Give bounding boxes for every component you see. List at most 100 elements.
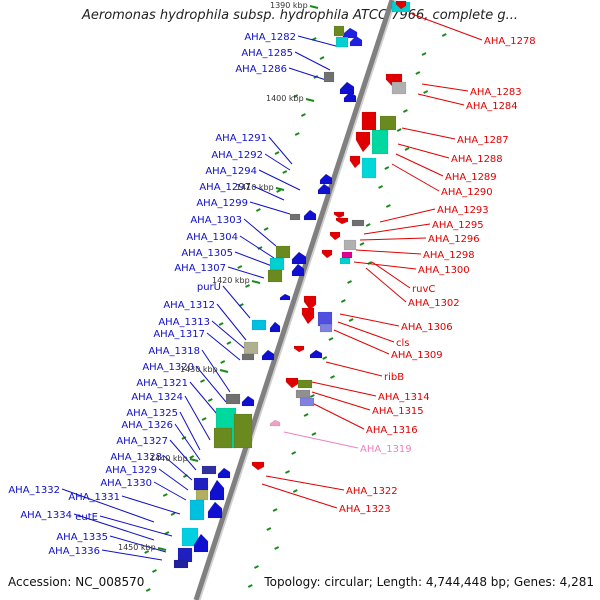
gene-feature[interactable]	[209, 479, 225, 501]
gene-feature[interactable]	[213, 427, 233, 449]
gene-feature[interactable]	[371, 129, 389, 155]
gene-feature[interactable]	[341, 251, 353, 259]
gene-label-ruvC[interactable]: ruvC	[412, 284, 435, 295]
gene-feature[interactable]	[343, 239, 357, 251]
gene-feature[interactable]	[379, 115, 397, 131]
gene-feature[interactable]	[279, 293, 291, 301]
gene-feature[interactable]	[173, 559, 189, 569]
gene-feature[interactable]	[193, 477, 209, 491]
gene-label-AHA_1329[interactable]: AHA_1329	[105, 465, 157, 476]
gene-label-AHA_1289[interactable]: AHA_1289	[445, 172, 497, 183]
gene-feature[interactable]	[349, 155, 361, 169]
gene-label-AHA_1331[interactable]: AHA_1331	[68, 492, 120, 503]
gene-label-AHA_1298[interactable]: AHA_1298	[423, 250, 475, 261]
gene-label-AHA_1306[interactable]: AHA_1306	[401, 322, 453, 333]
gene-feature[interactable]	[297, 379, 313, 389]
gene-feature[interactable]	[293, 345, 305, 353]
gene-label-AHA_1315[interactable]: AHA_1315	[372, 406, 424, 417]
gene-label-AHA_1307[interactable]: AHA_1307	[174, 263, 226, 274]
gene-feature[interactable]	[217, 467, 231, 479]
gene-label-eutE[interactable]: eutE	[75, 512, 98, 523]
gene-label-AHA_1327[interactable]: AHA_1327	[116, 436, 168, 447]
gene-label-AHA_1286[interactable]: AHA_1286	[235, 64, 287, 75]
gene-feature[interactable]	[291, 263, 305, 277]
gene-feature[interactable]	[333, 25, 345, 37]
gene-label-AHA_1282[interactable]: AHA_1282	[244, 32, 296, 43]
gene-feature[interactable]	[361, 111, 377, 131]
gene-feature[interactable]	[301, 307, 315, 325]
gene-feature[interactable]	[267, 269, 283, 283]
gene-feature[interactable]	[201, 465, 217, 475]
gene-label-AHA_1320[interactable]: AHA_1320	[142, 362, 194, 373]
gene-label-AHA_1336[interactable]: AHA_1336	[48, 546, 100, 557]
gene-feature[interactable]	[342, 27, 358, 39]
gene-label-AHA_1312[interactable]: AHA_1312	[163, 300, 215, 311]
gene-feature[interactable]	[207, 501, 223, 519]
gene-feature[interactable]	[319, 173, 333, 185]
gene-feature[interactable]	[361, 157, 377, 179]
gene-label-AHA_1305[interactable]: AHA_1305	[181, 248, 233, 259]
gene-feature[interactable]	[261, 349, 275, 361]
gene-feature[interactable]	[251, 461, 265, 471]
gene-label-cls[interactable]: cls	[396, 338, 410, 349]
gene-feature[interactable]	[309, 349, 323, 359]
gene-label-AHA_1290[interactable]: AHA_1290	[441, 187, 493, 198]
gene-label-AHA_1325[interactable]: AHA_1325	[126, 408, 178, 419]
gene-label-AHA_1322[interactable]: AHA_1322	[346, 486, 398, 497]
gene-label-AHA_1287[interactable]: AHA_1287	[457, 135, 509, 146]
gene-feature[interactable]	[321, 249, 333, 259]
gene-feature[interactable]	[349, 35, 363, 47]
gene-feature[interactable]	[177, 547, 193, 563]
gene-label-AHA_1291[interactable]: AHA_1291	[215, 133, 267, 144]
gene-label-AHA_1313[interactable]: AHA_1313	[158, 317, 210, 328]
gene-label-purU[interactable]: purU	[197, 282, 221, 293]
gene-feature[interactable]	[303, 295, 317, 311]
gene-feature[interactable]	[351, 219, 365, 227]
gene-feature[interactable]	[335, 36, 349, 48]
gene-label-AHA_1317[interactable]: AHA_1317	[153, 329, 205, 340]
gene-label-AHA_1285[interactable]: AHA_1285	[241, 48, 293, 59]
gene-feature[interactable]	[195, 489, 209, 501]
gene-label-AHA_1314[interactable]: AHA_1314	[378, 392, 430, 403]
gene-label-AHA_1299[interactable]: AHA_1299	[196, 198, 248, 209]
gene-feature[interactable]	[339, 257, 351, 265]
gene-label-AHA_1302[interactable]: AHA_1302	[408, 298, 460, 309]
gene-feature[interactable]	[299, 397, 315, 407]
gene-feature[interactable]	[339, 81, 355, 95]
gene-feature[interactable]	[395, 0, 407, 10]
gene-label-AHA_1303[interactable]: AHA_1303	[190, 215, 242, 226]
gene-feature[interactable]	[319, 323, 333, 333]
gene-label-AHA_1295[interactable]: AHA_1295	[432, 220, 484, 231]
gene-feature[interactable]	[343, 91, 357, 103]
gene-label-AHA_1288[interactable]: AHA_1288	[451, 154, 503, 165]
gene-label-AHA_1335[interactable]: AHA_1335	[56, 532, 108, 543]
gene-feature[interactable]	[289, 213, 301, 221]
gene-feature[interactable]	[303, 209, 317, 221]
gene-label-AHA_1278[interactable]: AHA_1278	[484, 36, 536, 47]
gene-label-AHA_1283[interactable]: AHA_1283	[470, 87, 522, 98]
gene-feature[interactable]	[189, 499, 205, 521]
gene-feature[interactable]	[355, 131, 371, 153]
gene-feature[interactable]	[275, 245, 291, 259]
gene-label-AHA_1332[interactable]: AHA_1332	[8, 485, 60, 496]
gene-label-AHA_1324[interactable]: AHA_1324	[131, 392, 183, 403]
gene-label-AHA_1300[interactable]: AHA_1300	[418, 265, 470, 276]
gene-label-AHA_1294[interactable]: AHA_1294	[205, 166, 257, 177]
gene-label-AHA_1319[interactable]: AHA_1319	[360, 444, 412, 455]
gene-label-AHA_1296[interactable]: AHA_1296	[428, 234, 480, 245]
gene-label-AHA_1334[interactable]: AHA_1334	[20, 510, 72, 521]
gene-feature[interactable]	[335, 217, 349, 225]
gene-label-AHA_1323[interactable]: AHA_1323	[339, 504, 391, 515]
gene-label-ribB[interactable]: ribB	[384, 372, 404, 383]
gene-feature[interactable]	[193, 533, 209, 553]
gene-label-AHA_1284[interactable]: AHA_1284	[466, 101, 518, 112]
gene-feature[interactable]	[233, 413, 253, 449]
gene-label-AHA_1292[interactable]: AHA_1292	[211, 150, 263, 161]
gene-label-AHA_1293[interactable]: AHA_1293	[437, 205, 489, 216]
gene-label-AHA_1316[interactable]: AHA_1316	[366, 425, 418, 436]
gene-feature[interactable]	[243, 341, 259, 355]
gene-label-AHA_1297[interactable]: AHA_1297	[199, 182, 251, 193]
gene-feature[interactable]	[285, 377, 299, 389]
gene-label-AHA_1321[interactable]: AHA_1321	[136, 378, 188, 389]
gene-label-AHA_1318[interactable]: AHA_1318	[148, 346, 200, 357]
